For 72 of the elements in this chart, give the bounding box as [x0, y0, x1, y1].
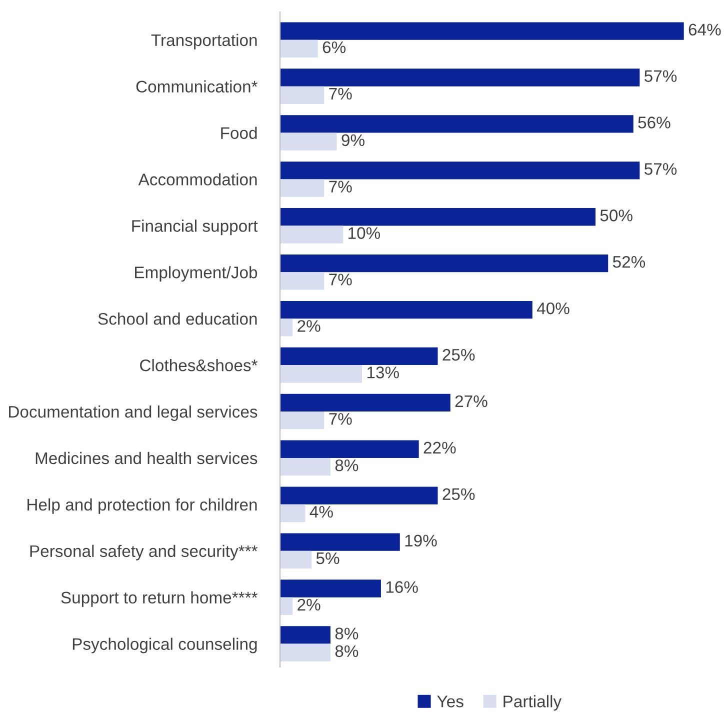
data-label: 4% [310, 506, 333, 518]
y-tick-label: Communication* [136, 80, 258, 93]
data-label: 9% [342, 134, 364, 146]
y-tick-label: School and education [98, 312, 257, 325]
data-label: 25% [442, 488, 475, 500]
data-label: 10% [348, 227, 380, 239]
bar [280, 458, 330, 476]
data-label: 57% [644, 163, 677, 175]
data-label: 50% [600, 210, 632, 222]
bar [280, 486, 438, 504]
data-label: 64% [688, 24, 721, 36]
bar [280, 533, 400, 551]
y-tick-label: Food [221, 126, 257, 139]
y-tick-label: Accommodation [138, 173, 257, 186]
bar [280, 300, 532, 319]
y-tick-label: Clothes&shoes* [140, 359, 258, 372]
bar [280, 22, 684, 40]
data-label: 25% [442, 348, 475, 361]
legend-label: Yes [437, 696, 464, 708]
y-tick-label: Support to return home**** [61, 591, 258, 607]
bar [280, 226, 344, 244]
bar [280, 272, 324, 290]
bar [280, 115, 634, 133]
y-tick-label: Medicines and health services [36, 452, 258, 464]
bar [280, 394, 450, 412]
data-label: 8% [335, 645, 358, 658]
data-label: 13% [367, 366, 399, 378]
data-label: 27% [455, 395, 488, 408]
data-label: 8% [335, 628, 358, 640]
legend-label: Partially [504, 695, 562, 711]
y-tick-label: Transportation [151, 34, 257, 50]
data-label: 7% [329, 274, 352, 286]
data-label: 5% [316, 552, 340, 564]
data-label: 8% [335, 459, 358, 472]
bar [280, 254, 608, 272]
bar [280, 580, 381, 598]
bar [280, 208, 596, 226]
bar [280, 626, 330, 644]
data-label: 56% [638, 116, 670, 128]
bar [280, 86, 324, 104]
data-label: 7% [329, 413, 352, 425]
data-label: 7% [329, 88, 352, 100]
data-label: 16% [386, 581, 418, 593]
bar [280, 412, 324, 430]
data-label: 57% [644, 70, 677, 82]
y-tick-label: Documentation and legal services [9, 405, 258, 421]
bar [280, 504, 306, 522]
y-tick-label: Help and protection for children [28, 498, 257, 514]
bar [280, 318, 293, 336]
bar [280, 179, 324, 197]
y-tick-label: Financial support [132, 220, 258, 236]
y-tick-label: Psychological counseling [72, 638, 257, 654]
y-tick-label: Employment/Job [135, 266, 258, 282]
bar [280, 132, 337, 150]
bar [280, 68, 640, 86]
data-label: 52% [612, 256, 646, 268]
bar [280, 365, 362, 383]
data-label: 22% [424, 442, 456, 454]
data-label: 2% [298, 320, 320, 332]
data-label: 7% [329, 180, 352, 192]
bar [280, 597, 293, 615]
y-tick-label: Personal safety and security*** [30, 544, 258, 560]
data-label: 19% [405, 534, 437, 547]
bar [280, 40, 318, 58]
bar [280, 162, 640, 180]
data-label: 2% [298, 598, 320, 611]
data-label: 40% [536, 302, 570, 314]
data-label: 6% [322, 41, 346, 54]
bar [280, 347, 438, 366]
bar [280, 644, 330, 662]
bar [280, 550, 312, 569]
bar [280, 440, 419, 458]
